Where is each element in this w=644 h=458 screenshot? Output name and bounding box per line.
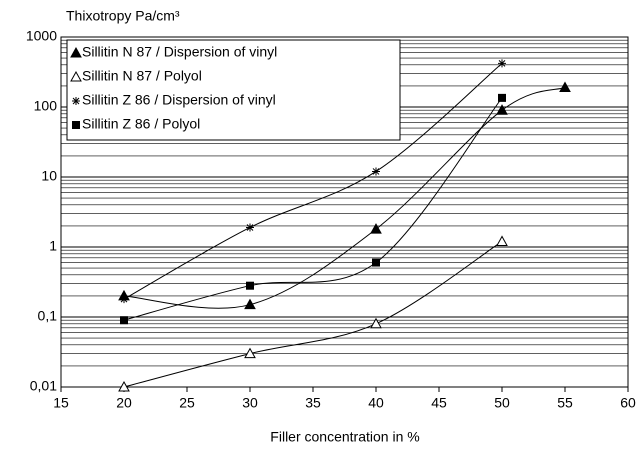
marker-shape (498, 59, 506, 68)
marker-shape (120, 316, 128, 325)
series-line (123, 97, 503, 321)
marker (370, 223, 382, 234)
series-line (123, 62, 503, 300)
marker (246, 281, 254, 290)
legend-label: Sillitin Z 86 / Polyol (82, 116, 200, 132)
marker-shape (246, 281, 254, 290)
legend-label: Sillitin Z 86 / Dispersion of vinyl (82, 92, 276, 108)
marker (70, 46, 82, 58)
marker (120, 295, 128, 304)
marker-shape (372, 258, 380, 267)
marker (244, 298, 256, 310)
marker (372, 258, 380, 267)
marker (72, 97, 80, 105)
y-tick-label: 1000 (26, 28, 57, 44)
marker-shape (70, 70, 82, 82)
marker (559, 81, 571, 92)
marker-shape (244, 298, 256, 310)
marker (498, 93, 506, 102)
plot-frame (60, 36, 629, 388)
marker-shape (118, 380, 130, 392)
y-tick-label: 0,01 (30, 378, 57, 394)
marker (246, 223, 254, 232)
y-axis-label: Thixotropy Pa/cm³ (66, 8, 180, 24)
marker (120, 316, 128, 325)
marker-shape (370, 223, 382, 234)
marker-shape (120, 295, 128, 304)
marker-shape (246, 223, 254, 232)
marker (72, 121, 80, 129)
marker-shape (496, 104, 508, 115)
y-tick-label: 1 (49, 238, 57, 254)
x-tick-label: 60 (620, 395, 636, 411)
x-tick-label: 30 (242, 395, 258, 411)
legend-label: Sillitin N 87 / Dispersion of vinyl (82, 44, 277, 60)
marker (118, 380, 130, 392)
series-line (123, 241, 503, 388)
marker-shape (72, 121, 80, 129)
marker-shape (372, 167, 380, 176)
x-tick-label: 55 (557, 395, 573, 411)
marker (370, 317, 382, 329)
marker-shape (559, 81, 571, 92)
x-tick-label: 45 (431, 395, 447, 411)
marker-shape (72, 97, 80, 105)
y-tick-label: 0,1 (38, 308, 58, 324)
marker-shape (70, 46, 82, 58)
marker (496, 235, 508, 246)
marker (70, 70, 82, 82)
x-tick-label: 50 (494, 395, 510, 411)
marker-shape (498, 93, 506, 102)
x-tick-label: 25 (179, 395, 195, 411)
y-tick-label: 10 (41, 168, 57, 184)
marker-shape (496, 235, 508, 246)
marker (498, 59, 506, 68)
y-tick-label: 100 (34, 98, 58, 114)
marker (244, 347, 256, 359)
x-tick-label: 40 (368, 395, 384, 411)
x-tick-label: 35 (305, 395, 321, 411)
marker (372, 167, 380, 176)
legend-label: Sillitin N 87 / Polyol (82, 68, 202, 84)
marker-shape (244, 347, 256, 359)
marker-shape (370, 317, 382, 329)
x-tick-label: 15 (53, 395, 69, 411)
legend-box (66, 39, 401, 141)
x-axis-label: Filler concentration in % (270, 429, 419, 445)
marker (496, 104, 508, 115)
x-tick-label: 20 (116, 395, 132, 411)
